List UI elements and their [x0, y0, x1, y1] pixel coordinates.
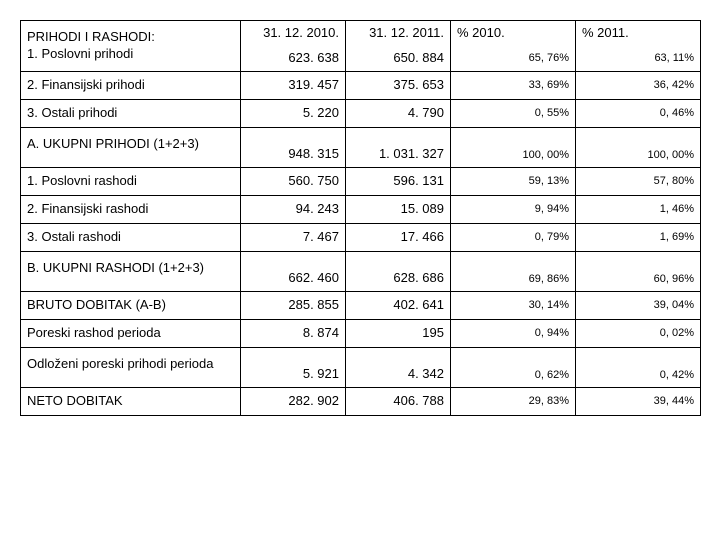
r1-v2010: 623. 638: [241, 46, 346, 71]
financial-table-container: PRIHODI I RASHODI: 1. Poslovni prihodi 3…: [20, 20, 700, 416]
r6-label: 2. Finansijski rashodi: [21, 195, 241, 223]
r2-v2011: 375. 653: [346, 71, 451, 99]
r3-p2011: 0, 46%: [576, 99, 701, 127]
r6-v2010: 94. 243: [241, 195, 346, 223]
r6-p2010: 9, 94%: [451, 195, 576, 223]
r8-v2010: 662. 460: [241, 251, 346, 291]
header-pct-2011: % 2011.: [576, 21, 701, 46]
r6-p2011: 1, 46%: [576, 195, 701, 223]
header-2010: 31. 12. 2010.: [241, 21, 346, 46]
r9-v2010: 285. 855: [241, 291, 346, 319]
r1-v2011: 650. 884: [346, 46, 451, 71]
header-label-line1: PRIHODI I RASHODI:: [27, 29, 155, 44]
r3-label: 3. Ostali prihodi: [21, 99, 241, 127]
r10-v2011: 195: [346, 319, 451, 347]
header-2011: 31. 12. 2011.: [346, 21, 451, 46]
r4-v2010: 948. 315: [241, 127, 346, 167]
r9-label: BRUTO DOBITAK (A-B): [21, 291, 241, 319]
r11-v2011: 4. 342: [346, 347, 451, 387]
r7-v2010: 7. 467: [241, 223, 346, 251]
r12-p2011: 39, 44%: [576, 387, 701, 415]
r1-p2011: 63, 11%: [576, 46, 701, 71]
r8-p2010: 69, 86%: [451, 251, 576, 291]
r4-p2011: 100, 00%: [576, 127, 701, 167]
r11-label: Odloženi poreski prihodi perioda: [21, 347, 241, 387]
r7-p2010: 0, 79%: [451, 223, 576, 251]
r5-p2010: 59, 13%: [451, 167, 576, 195]
r3-v2010: 5. 220: [241, 99, 346, 127]
r8-v2011: 628. 686: [346, 251, 451, 291]
r12-v2010: 282. 902: [241, 387, 346, 415]
r5-label: 1. Poslovni rashodi: [21, 167, 241, 195]
r9-v2011: 402. 641: [346, 291, 451, 319]
r5-v2010: 560. 750: [241, 167, 346, 195]
financial-table: PRIHODI I RASHODI: 1. Poslovni prihodi 3…: [20, 20, 701, 416]
header-label-line2: 1. Poslovni prihodi: [27, 46, 133, 61]
r7-p2011: 1, 69%: [576, 223, 701, 251]
r11-p2011: 0, 42%: [576, 347, 701, 387]
r2-v2010: 319. 457: [241, 71, 346, 99]
header-label: PRIHODI I RASHODI: 1. Poslovni prihodi: [21, 21, 241, 72]
r2-p2011: 36, 42%: [576, 71, 701, 99]
r10-p2011: 0, 02%: [576, 319, 701, 347]
r2-p2010: 33, 69%: [451, 71, 576, 99]
r4-v2011: 1. 031. 327: [346, 127, 451, 167]
r9-p2010: 30, 14%: [451, 291, 576, 319]
r5-p2011: 57, 80%: [576, 167, 701, 195]
r2-label: 2. Finansijski prihodi: [21, 71, 241, 99]
r4-p2010: 100, 00%: [451, 127, 576, 167]
r5-v2011: 596. 131: [346, 167, 451, 195]
r1-p2010: 65, 76%: [451, 46, 576, 71]
r11-p2010: 0, 62%: [451, 347, 576, 387]
r9-p2011: 39, 04%: [576, 291, 701, 319]
header-pct-2010: % 2010.: [451, 21, 576, 46]
r10-label: Poreski rashod perioda: [21, 319, 241, 347]
r7-v2011: 17. 466: [346, 223, 451, 251]
r12-p2010: 29, 83%: [451, 387, 576, 415]
r6-v2011: 15. 089: [346, 195, 451, 223]
r11-v2010: 5. 921: [241, 347, 346, 387]
r10-v2010: 8. 874: [241, 319, 346, 347]
r10-p2010: 0, 94%: [451, 319, 576, 347]
r8-label: B. UKUPNI RASHODI (1+2+3): [21, 251, 241, 291]
r12-label: NETO DOBITAK: [21, 387, 241, 415]
r4-label: A. UKUPNI PRIHODI (1+2+3): [21, 127, 241, 167]
r12-v2011: 406. 788: [346, 387, 451, 415]
r8-p2011: 60, 96%: [576, 251, 701, 291]
r3-v2011: 4. 790: [346, 99, 451, 127]
r3-p2010: 0, 55%: [451, 99, 576, 127]
r7-label: 3. Ostali rashodi: [21, 223, 241, 251]
